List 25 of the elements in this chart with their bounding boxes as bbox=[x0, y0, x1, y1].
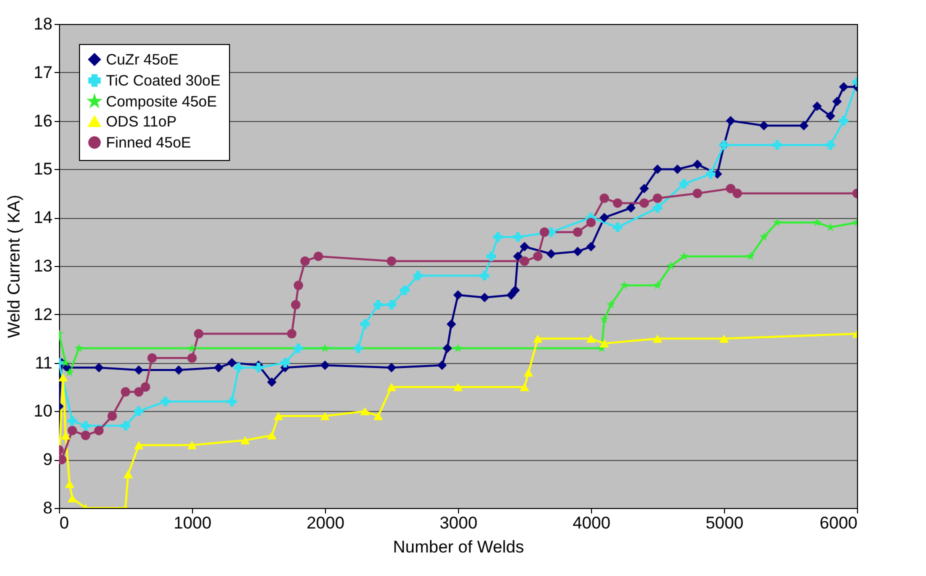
y-tick-label: 17 bbox=[34, 62, 52, 82]
y-tick-label: 9 bbox=[43, 450, 52, 470]
legend-label: TiC Coated 30oE bbox=[106, 72, 221, 90]
x-tick-label: 0 bbox=[60, 514, 69, 532]
legend-label: CuZr 45oE bbox=[106, 52, 179, 68]
legend-label: ODS 11oP bbox=[106, 114, 177, 130]
y-tick-label: 12 bbox=[34, 304, 52, 324]
y-tick-label: 14 bbox=[34, 208, 52, 228]
y-tick-label: 13 bbox=[34, 256, 52, 276]
x-tick-label: 4000 bbox=[572, 514, 610, 532]
y-tick-label: 8 bbox=[43, 498, 52, 518]
x-tick-label: 1000 bbox=[174, 514, 212, 532]
x-tick-label: 3000 bbox=[440, 514, 478, 532]
y-tick-label: 18 bbox=[34, 14, 52, 34]
y-tick-label: 16 bbox=[34, 111, 52, 130]
x-tick-label: 2000 bbox=[306, 514, 344, 532]
y-tick-label: 10 bbox=[34, 402, 52, 421]
legend-label: Composite 45oE bbox=[106, 94, 217, 110]
x-tick-label: 6000 bbox=[820, 514, 858, 532]
y-axis-title: Weld Current ( KA) bbox=[4, 194, 24, 338]
x-tick-label: 5000 bbox=[706, 514, 744, 532]
x-axis-title: Number of Welds bbox=[392, 538, 524, 556]
y-tick-label: 11 bbox=[34, 353, 52, 372]
y-tick-label: 15 bbox=[34, 160, 52, 179]
legend-label: Finned 45oE bbox=[106, 134, 192, 152]
